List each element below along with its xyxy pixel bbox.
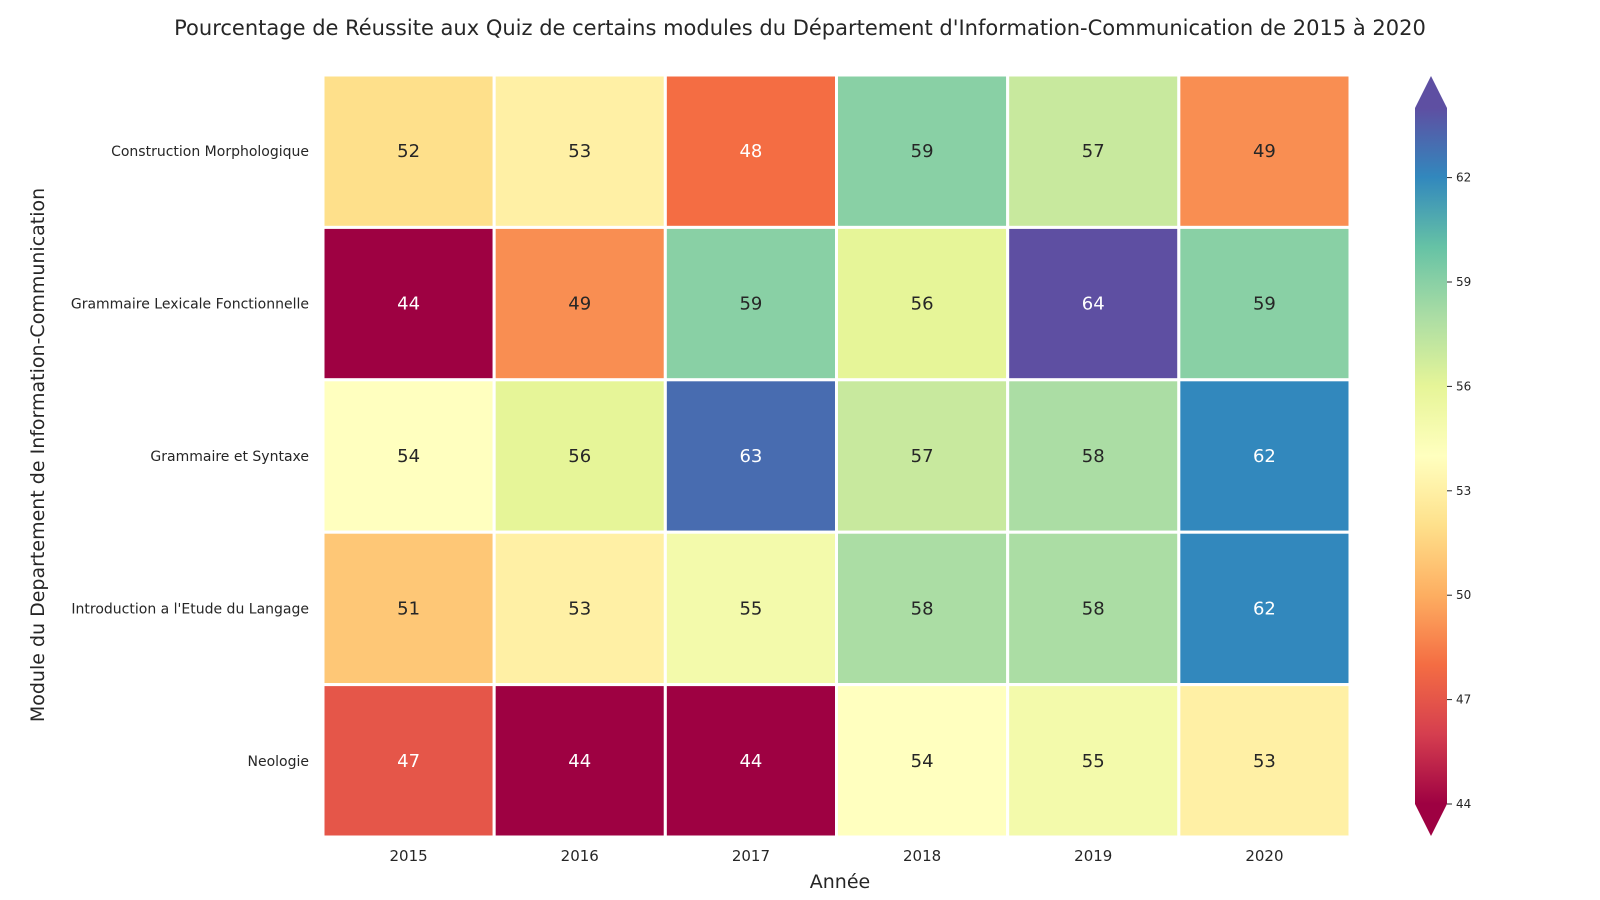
cell-value-label: 58 — [911, 598, 934, 619]
cell-value-label: 53 — [1253, 751, 1276, 772]
y-tick-label: Grammaire Lexicale Fonctionnelle — [71, 297, 309, 313]
heatmap-cell — [1006, 530, 1181, 687]
x-tick-label: 2017 — [732, 847, 770, 865]
x-axis-ticks: 2015 2016 2017 2018 2019 2020 — [389, 847, 1283, 865]
colorbar-tick-label: 53 — [1456, 484, 1471, 498]
heatmap-cell — [321, 683, 496, 839]
heatmap-cell — [1006, 378, 1181, 534]
heatmap-cell — [321, 530, 496, 687]
heatmap-cell — [492, 378, 667, 534]
cell-value-label: 58 — [1082, 446, 1105, 467]
y-tick-label: Neologie — [248, 754, 310, 770]
x-tick-label: 2020 — [1245, 847, 1283, 865]
colorbar-extend-max — [1415, 76, 1447, 108]
cell-value-label: 56 — [911, 294, 934, 315]
cell-value-label: 44 — [397, 294, 420, 315]
heatmap-cell — [1006, 683, 1181, 839]
cell-value-label: 51 — [397, 598, 420, 619]
chart-title: Pourcentage de Réussite aux Quiz de cert… — [174, 16, 1426, 40]
cell-value-label: 64 — [1082, 294, 1105, 315]
cell-value-label: 59 — [1253, 294, 1276, 315]
cell-value-label: 59 — [911, 141, 934, 162]
heatmap-cell — [1177, 378, 1352, 534]
x-tick-label: 2015 — [389, 847, 427, 865]
heatmap-cell — [663, 73, 838, 229]
cell-value-label: 53 — [568, 141, 591, 162]
cell-value-label: 57 — [911, 446, 934, 467]
heatmap-cell — [492, 225, 667, 382]
cell-value-label: 55 — [1082, 751, 1105, 772]
heatmap-cell — [321, 73, 496, 229]
colorbar-tick-label: 56 — [1456, 379, 1471, 393]
x-tick-label: 2019 — [1074, 847, 1112, 865]
heatmap-cell — [835, 530, 1010, 687]
y-axis-ticks: Construction Morphologique Grammaire Lexi… — [71, 144, 309, 770]
colorbar-gradient — [1415, 108, 1447, 804]
cell-value-label: 62 — [1253, 446, 1276, 467]
cell-value-label: 49 — [568, 294, 591, 315]
cell-value-label: 58 — [1082, 598, 1105, 619]
colorbar-tick-label: 47 — [1456, 693, 1471, 707]
heatmap-cells: 52 53 48 59 57 49 44 49 59 56 64 59 54 56 63 57 58 62 51 53… — [321, 73, 1352, 839]
cell-value-label: 47 — [397, 751, 420, 772]
heatmap-cell — [663, 683, 838, 839]
colorbar-tick-label: 50 — [1456, 588, 1471, 602]
cell-value-label: 53 — [568, 598, 591, 619]
cell-value-label: 44 — [568, 751, 591, 772]
cell-value-label: 49 — [1253, 141, 1276, 162]
x-tick-label: 2018 — [903, 847, 941, 865]
y-tick-label: Grammaire et Syntaxe — [150, 449, 309, 465]
heatmap-cell — [1177, 225, 1352, 382]
cell-value-label: 56 — [568, 446, 591, 467]
heatmap-cell — [492, 530, 667, 687]
y-axis-label: Module du Departement de Information-Com… — [27, 188, 49, 722]
cell-value-label: 54 — [911, 751, 934, 772]
heatmap-cell — [1177, 530, 1352, 687]
colorbar-extend-min — [1415, 804, 1447, 836]
heatmap-cell — [835, 225, 1010, 382]
colorbar-tick-label: 62 — [1456, 171, 1471, 185]
heatmap-cell — [835, 683, 1010, 839]
heatmap-cell — [835, 378, 1010, 534]
cell-value-label: 48 — [739, 141, 762, 162]
cell-value-label: 44 — [739, 751, 762, 772]
cell-value-label: 54 — [397, 446, 420, 467]
heatmap-cell — [1177, 73, 1352, 229]
y-tick-label: Introduction a l'Etude du Langage — [71, 601, 309, 617]
colorbar-tick-label: 59 — [1456, 275, 1471, 289]
colorbar: 44 47 50 53 56 59 62 — [1415, 76, 1471, 836]
heatmap-cell — [492, 73, 667, 229]
x-axis-label: Année — [810, 871, 870, 893]
heatmap-cell — [663, 530, 838, 687]
cell-value-label: 59 — [739, 294, 762, 315]
cell-value-label: 55 — [739, 598, 762, 619]
y-tick-label: Construction Morphologique — [111, 144, 309, 160]
cell-value-label: 57 — [1082, 141, 1105, 162]
cell-value-label: 63 — [739, 446, 762, 467]
colorbar-tick-label: 44 — [1456, 797, 1471, 811]
cell-value-label: 62 — [1253, 598, 1276, 619]
heatmap-cell — [1177, 683, 1352, 839]
cell-value-label: 52 — [397, 141, 420, 162]
x-tick-label: 2016 — [561, 847, 599, 865]
